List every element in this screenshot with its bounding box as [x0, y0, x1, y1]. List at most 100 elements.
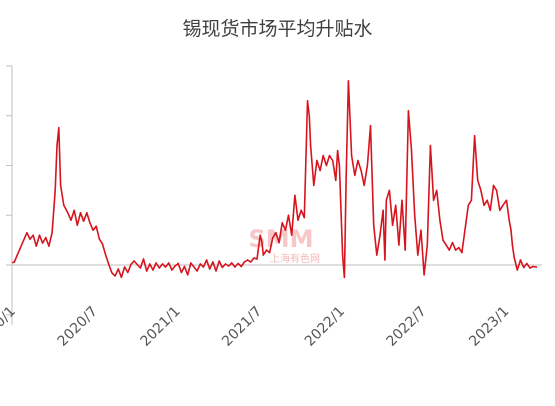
data-point [516, 269, 518, 271]
data-point [218, 260, 220, 262]
data-point [278, 241, 280, 244]
data-point [13, 261, 15, 263]
data-point [467, 204, 469, 206]
data-point [231, 262, 233, 264]
x-tick-label: 2021/1 [137, 304, 183, 350]
data-point [373, 224, 375, 226]
data-point [139, 267, 142, 269]
x-tick-label: 2020/7 [55, 304, 101, 350]
data-point [519, 259, 522, 261]
data-point [391, 224, 394, 226]
data-point [224, 263, 227, 265]
data-point [529, 267, 531, 269]
data-point [385, 199, 387, 201]
data-point [442, 239, 444, 241]
data-point [215, 270, 217, 272]
data-point [59, 184, 62, 187]
data-point [360, 169, 362, 172]
data-point [354, 174, 356, 177]
data-point [429, 144, 432, 147]
data-point [89, 222, 91, 224]
data-point [45, 236, 47, 239]
data-point [174, 265, 176, 267]
data-point [92, 229, 94, 231]
data-point [32, 234, 34, 236]
data-point [505, 199, 508, 201]
data-point [234, 266, 236, 268]
data-point [120, 276, 123, 279]
data-point [313, 184, 315, 187]
data-point [155, 262, 157, 264]
data-point [152, 269, 154, 271]
data-point [70, 219, 72, 221]
data-point [63, 204, 65, 206]
data-point [196, 270, 198, 272]
data-point [275, 232, 277, 234]
x-tick-label: 2023/1 [466, 304, 512, 350]
data-point [376, 254, 378, 256]
data-point [101, 243, 104, 245]
data-point [268, 251, 271, 254]
data-point [130, 263, 132, 266]
data-point [12, 261, 14, 264]
data-point [142, 258, 145, 260]
data-point [511, 244, 514, 246]
data-point [95, 225, 97, 227]
x-tick-label: 2020/1 [0, 304, 19, 350]
data-point [306, 100, 309, 102]
data-point [272, 236, 274, 239]
data-point [492, 184, 495, 187]
data-point [82, 220, 85, 222]
data-point [171, 269, 173, 271]
data-point [508, 219, 510, 221]
data-point [209, 268, 211, 270]
data-point [401, 199, 403, 201]
data-point [336, 149, 339, 152]
data-point [382, 209, 384, 211]
data-point [187, 274, 189, 276]
data-point [58, 127, 60, 129]
data-point [38, 234, 41, 236]
data-point [319, 169, 321, 172]
x-tick-labels: 2020/1 2020/7 2021/1 2021/7 2022/1 2022/7 2023… [0, 304, 512, 350]
data-point [384, 259, 386, 261]
data-point [388, 189, 391, 192]
x-tick-label: 2022/1 [302, 304, 348, 350]
data-point [436, 189, 438, 192]
data-point [256, 258, 258, 260]
data-point [291, 234, 293, 236]
data-point [117, 268, 120, 270]
data-point [432, 199, 435, 201]
series-layer [12, 80, 538, 279]
data-point [221, 266, 223, 269]
data-point [297, 219, 299, 221]
data-point [287, 214, 290, 216]
x-tick-label: 2021/7 [219, 304, 265, 350]
data-point [379, 234, 381, 236]
data-point [303, 217, 305, 219]
data-point [164, 266, 167, 268]
data-point [347, 80, 350, 82]
data-point [240, 265, 242, 268]
data-point [86, 212, 88, 214]
data-point [526, 262, 528, 265]
chart-title: 锡现货市场平均升贴水 [182, 18, 373, 40]
data-point [502, 204, 504, 206]
data-point [149, 263, 151, 265]
data-point [246, 259, 249, 261]
data-point [79, 212, 82, 214]
data-point [448, 249, 450, 251]
data-point [48, 245, 50, 247]
data-point [35, 245, 37, 247]
data-point [363, 184, 365, 187]
data-point [133, 260, 135, 262]
data-point [470, 199, 473, 201]
data-point [420, 229, 422, 231]
data-point [398, 244, 400, 246]
data-point [281, 222, 283, 224]
data-point [454, 249, 457, 251]
data-point [407, 110, 410, 112]
data-point [202, 266, 205, 268]
data-point [108, 263, 110, 266]
data-point [357, 159, 359, 162]
